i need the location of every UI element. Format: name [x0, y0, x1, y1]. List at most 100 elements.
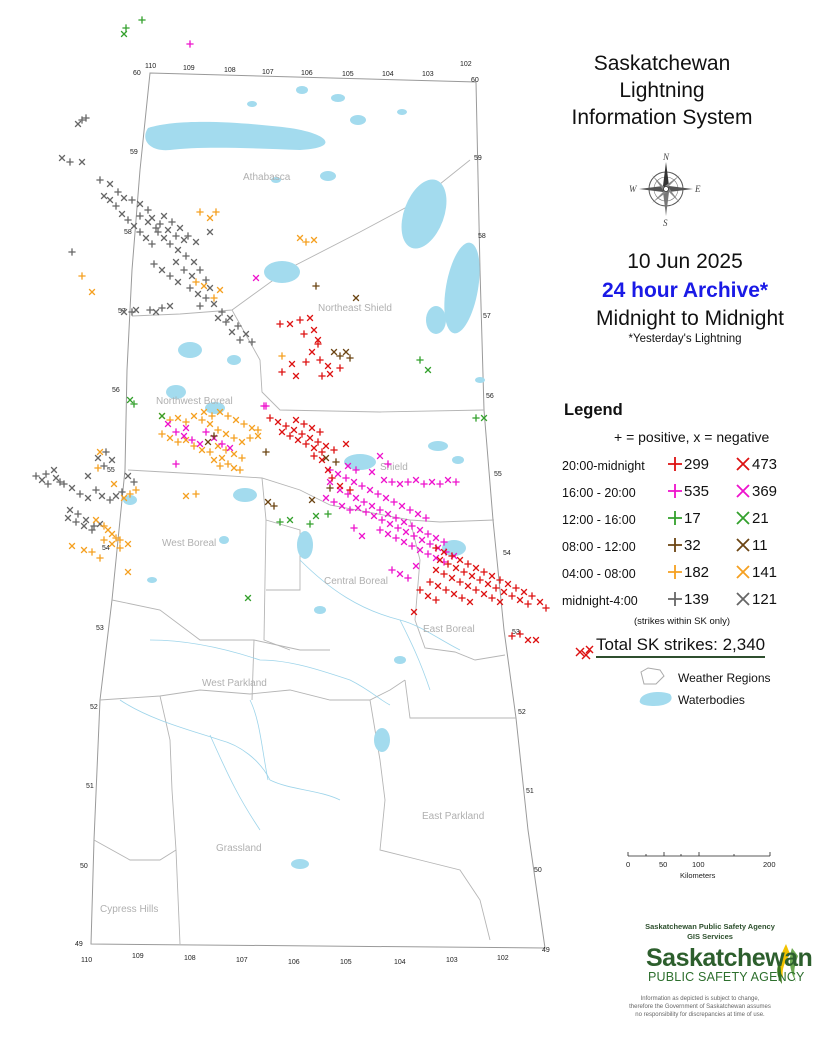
negative-strike	[166, 434, 174, 442]
latitude-label: 51	[526, 788, 534, 795]
positive-strike	[416, 586, 424, 594]
positive-strike	[310, 452, 318, 460]
scale-tick: 200	[763, 860, 776, 869]
positive-strike	[436, 480, 444, 488]
positive-strike	[408, 522, 416, 530]
negative-strike	[160, 212, 168, 220]
negative-strike	[66, 506, 74, 514]
positive-strike	[324, 510, 332, 518]
positive-strike	[376, 526, 384, 534]
negative-strike	[440, 548, 448, 556]
region-label: East Boreal	[423, 624, 475, 635]
negative-strike	[218, 454, 226, 462]
positive-strike	[344, 490, 352, 498]
longitude-label: 104	[382, 71, 394, 78]
negative-strike	[132, 306, 140, 314]
negative-strike	[296, 234, 304, 242]
negative-strike	[104, 526, 112, 534]
scale-unit: Kilometers	[680, 871, 716, 880]
positive-strike	[404, 574, 412, 582]
agency-line-2: GIS Services	[687, 932, 733, 941]
negative-strike	[456, 556, 464, 564]
positive-strike	[346, 506, 354, 514]
negative-strike	[198, 446, 206, 454]
positive-strike	[316, 428, 324, 436]
negative-strike	[504, 580, 512, 588]
negative-strike	[68, 484, 76, 492]
positive-strike-icon	[668, 457, 682, 471]
latitude-label: 52	[518, 709, 526, 716]
positive-strike	[172, 232, 180, 240]
legend-positive-count: 139	[684, 591, 710, 608]
longitude-label: 106	[288, 959, 300, 966]
positive-strike	[82, 114, 90, 122]
negative-strike	[450, 590, 458, 598]
region-label: Athabasca	[243, 172, 291, 183]
negative-strike	[182, 436, 190, 444]
legend-heading: Legend	[564, 401, 623, 419]
negative-strike	[330, 348, 338, 356]
positive-strike	[336, 352, 344, 360]
latitude-label: 57	[118, 308, 126, 315]
positive-strike	[236, 466, 244, 474]
negative-strike	[244, 594, 252, 602]
positive-strike	[346, 486, 354, 494]
positive-strike	[192, 490, 200, 498]
negative-strike	[106, 180, 114, 188]
positive-strike	[376, 506, 384, 514]
negative-strike	[288, 360, 296, 368]
positive-strike	[422, 514, 430, 522]
positive-strike	[262, 402, 270, 410]
positive-strike	[330, 446, 338, 454]
negative-strike	[342, 440, 350, 448]
negative-strike	[350, 478, 358, 486]
positive-strike-icon	[668, 565, 682, 579]
disclaimer: Information as depicted is subject to ch…	[600, 995, 800, 1019]
negative-strike	[338, 502, 346, 510]
positive-strike	[184, 232, 192, 240]
negative-strike	[98, 492, 106, 500]
negative-strike	[200, 282, 208, 290]
negative-strike	[312, 512, 320, 520]
positive-strike	[350, 524, 358, 532]
positive-strike	[158, 430, 166, 438]
negative-strike	[480, 590, 488, 598]
negative-strike	[80, 522, 88, 530]
positive-strike	[342, 474, 350, 482]
negative-strike	[326, 370, 334, 378]
positive-strike	[394, 524, 402, 532]
positive-strike	[488, 594, 496, 602]
longitude-label: 105	[340, 959, 352, 966]
negative-strike	[206, 228, 214, 236]
negative-strike	[412, 562, 420, 570]
positive-strike	[100, 536, 108, 544]
disclaimer-line: no responsibility for discrepancies at t…	[635, 1012, 765, 1018]
negative-strike	[196, 440, 204, 448]
negative-strike	[38, 476, 46, 484]
negative-strike	[238, 438, 246, 446]
positive-strike	[360, 498, 368, 506]
title-line: Saskatchewan	[593, 52, 731, 75]
positive-strike	[234, 322, 242, 330]
negative-strike-icon	[736, 511, 750, 525]
negative-strike	[216, 408, 224, 416]
agency-logo-icon	[777, 944, 798, 984]
positive-strike	[458, 594, 466, 602]
positive-strike	[452, 478, 460, 486]
positive-strike	[158, 304, 166, 312]
negative-strike	[226, 314, 234, 322]
negative-strike	[536, 598, 544, 606]
latitude-label: 53	[512, 629, 520, 636]
positive-strike	[180, 266, 188, 274]
scale-tick: 0	[626, 860, 631, 869]
date-label: 10 Jun 2025	[627, 250, 743, 273]
negative-strike	[432, 566, 440, 574]
positive-strike	[404, 478, 412, 486]
negative-strike	[242, 330, 250, 338]
positive-strike	[136, 212, 144, 220]
region-label: West Boreal	[162, 538, 216, 549]
longitude-labels-top: 110 109 108 107 106 105 104 103 102	[145, 61, 472, 78]
negative-strike	[50, 466, 58, 474]
positive-strike	[302, 238, 310, 246]
